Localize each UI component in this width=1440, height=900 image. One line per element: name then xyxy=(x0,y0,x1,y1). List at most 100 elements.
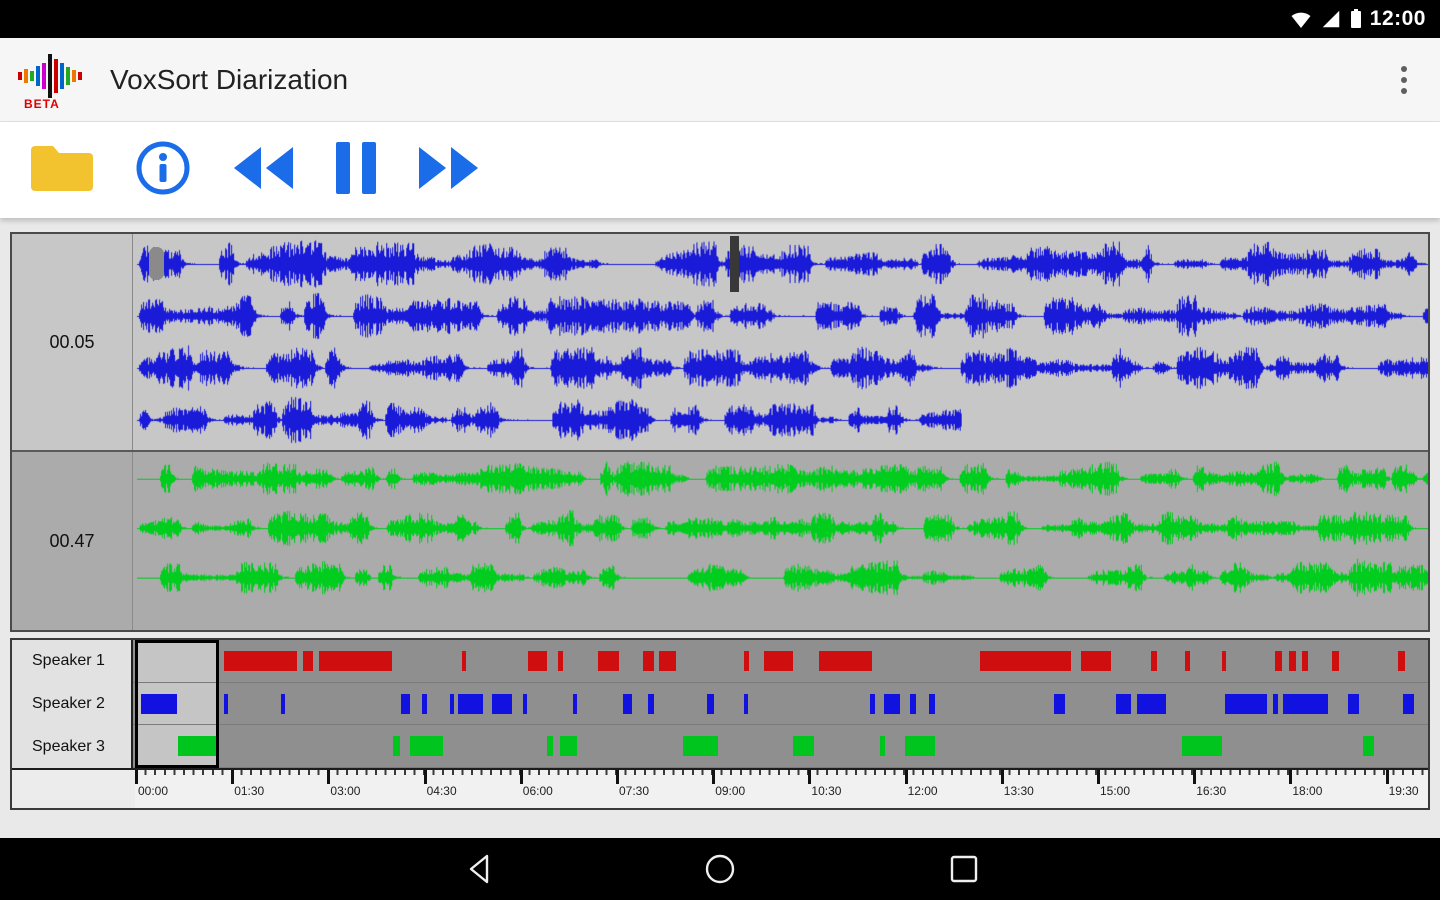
speaker-segment[interactable] xyxy=(450,693,455,714)
speaker-segment[interactable] xyxy=(683,736,719,757)
ruler-label: 01:30 xyxy=(234,784,265,798)
track-2-wave-area[interactable] xyxy=(133,452,1428,630)
speaker-segment[interactable] xyxy=(884,693,900,714)
speaker-segment[interactable] xyxy=(706,693,715,714)
cell-signal-icon xyxy=(1320,7,1342,31)
track-1-wave-area[interactable] xyxy=(133,234,1428,450)
speaker-segment[interactable] xyxy=(1275,650,1282,671)
speaker-segment[interactable] xyxy=(1136,693,1167,714)
pause-button[interactable] xyxy=(334,141,378,200)
ruler-tick: 00:00 xyxy=(135,770,168,798)
speaker-labels-column: Speaker 1 Speaker 2 Speaker 3 xyxy=(12,640,133,768)
speaker-segment[interactable] xyxy=(658,650,676,671)
speaker-segment[interactable] xyxy=(458,693,483,714)
speaker-segment[interactable] xyxy=(223,693,228,714)
speaker-segment[interactable] xyxy=(223,650,298,671)
speaker-segment[interactable] xyxy=(547,736,553,757)
speaker-track-2[interactable] xyxy=(133,683,1428,726)
speaker-segment[interactable] xyxy=(1282,693,1329,714)
speaker-segment[interactable] xyxy=(522,693,527,714)
speaker-segment[interactable] xyxy=(643,650,654,671)
speaker-segment[interactable] xyxy=(1150,650,1158,671)
waveform-track-1-canvas[interactable] xyxy=(133,234,1428,450)
speaker-segment[interactable] xyxy=(140,693,178,714)
speaker-segment[interactable] xyxy=(819,650,873,671)
speaker-segment[interactable] xyxy=(979,650,1071,671)
waveform-track-2-canvas[interactable] xyxy=(133,452,1428,630)
speaker-segment[interactable] xyxy=(869,693,876,714)
playhead-cursor[interactable] xyxy=(729,236,739,292)
speaker-segment[interactable] xyxy=(557,650,563,671)
speaker-timeline[interactable] xyxy=(133,640,1428,769)
speaker-segment[interactable] xyxy=(573,693,578,714)
speaker-segment[interactable] xyxy=(744,693,749,714)
open-file-button[interactable] xyxy=(28,141,96,200)
speaker-segment[interactable] xyxy=(763,650,794,671)
speaker-segment[interactable] xyxy=(622,693,632,714)
speaker-label-2: Speaker 2 xyxy=(32,695,105,712)
speaker-segment[interactable] xyxy=(910,693,917,714)
speaker-segment[interactable] xyxy=(393,736,400,757)
speaker-track-3[interactable] xyxy=(133,725,1428,769)
speaker-segment[interactable] xyxy=(401,693,411,714)
start-marker-handle[interactable] xyxy=(149,247,164,280)
fast-forward-button[interactable] xyxy=(416,145,482,196)
speaker-segment[interactable] xyxy=(1398,650,1405,671)
speaker-segment[interactable] xyxy=(1403,693,1414,714)
speaker-segment[interactable] xyxy=(491,693,513,714)
audio-track-2: 00.47 xyxy=(12,450,1428,630)
speaker-segment[interactable] xyxy=(1332,650,1339,671)
ruler-label: 03:00 xyxy=(330,784,361,798)
speaker-segment[interactable] xyxy=(1115,693,1132,714)
rewind-icon xyxy=(230,145,296,196)
waveform-panel: 00.05 00.47 xyxy=(10,232,1430,632)
speaker-segment[interactable] xyxy=(461,650,466,671)
speaker-segment[interactable] xyxy=(319,650,392,671)
speaker-segment[interactable] xyxy=(1302,650,1308,671)
speaker-segment[interactable] xyxy=(597,650,619,671)
speaker-segment[interactable] xyxy=(1363,736,1374,757)
speaker-segment[interactable] xyxy=(421,693,427,714)
speaker-track-1[interactable] xyxy=(133,640,1428,683)
ruler-spacer xyxy=(12,770,135,808)
speaker-segment[interactable] xyxy=(1222,650,1226,671)
nav-home-button[interactable] xyxy=(702,851,738,887)
speaker-segment[interactable] xyxy=(1347,693,1360,714)
rewind-button[interactable] xyxy=(230,145,296,196)
speaker-segment[interactable] xyxy=(560,736,578,757)
track-1-time-label: 00.05 xyxy=(12,234,133,450)
overflow-menu-button[interactable] xyxy=(1384,56,1424,104)
speaker-segment[interactable] xyxy=(410,736,443,757)
android-nav-bar xyxy=(0,838,1440,900)
speaker-segment[interactable] xyxy=(1181,736,1223,757)
speaker-segment[interactable] xyxy=(1053,693,1066,714)
ruler-tick: 03:00 xyxy=(327,770,360,798)
speaker-segment[interactable] xyxy=(1224,693,1268,714)
speaker-segment[interactable] xyxy=(793,736,815,757)
selection-box[interactable] xyxy=(134,640,220,768)
speaker-segment[interactable] xyxy=(1289,650,1296,671)
ruler-label: 00:00 xyxy=(138,784,169,798)
speaker-segment[interactable] xyxy=(1080,650,1111,671)
nav-back-button[interactable] xyxy=(462,851,498,887)
speaker-segment[interactable] xyxy=(302,650,313,671)
speaker-segment[interactable] xyxy=(1184,650,1190,671)
speaker-segment[interactable] xyxy=(527,650,548,671)
speaker-segment[interactable] xyxy=(904,736,935,757)
ruler-tick: 16:30 xyxy=(1193,770,1226,798)
speaker-segment[interactable] xyxy=(1272,693,1278,714)
speaker-label-1: Speaker 1 xyxy=(32,652,105,670)
app-logo-icon: BETA xyxy=(16,49,92,111)
ruler-label: 04:30 xyxy=(426,784,457,798)
speaker-segment[interactable] xyxy=(178,736,218,757)
ruler-tick: 15:00 xyxy=(1096,770,1130,798)
speaker-segment[interactable] xyxy=(880,736,886,757)
speaker-segment[interactable] xyxy=(648,693,654,714)
speaker-segment[interactable] xyxy=(744,650,750,671)
speaker-segment[interactable] xyxy=(280,693,285,714)
time-ruler[interactable]: 00:00 01:30 03:00 04:30 06:00 07:30 09:00 10:30… xyxy=(12,768,1428,808)
nav-recents-button[interactable] xyxy=(946,851,982,887)
speaker-label-3: Speaker 3 xyxy=(32,737,105,755)
speaker-segment[interactable] xyxy=(929,693,935,714)
info-button[interactable] xyxy=(134,139,192,202)
